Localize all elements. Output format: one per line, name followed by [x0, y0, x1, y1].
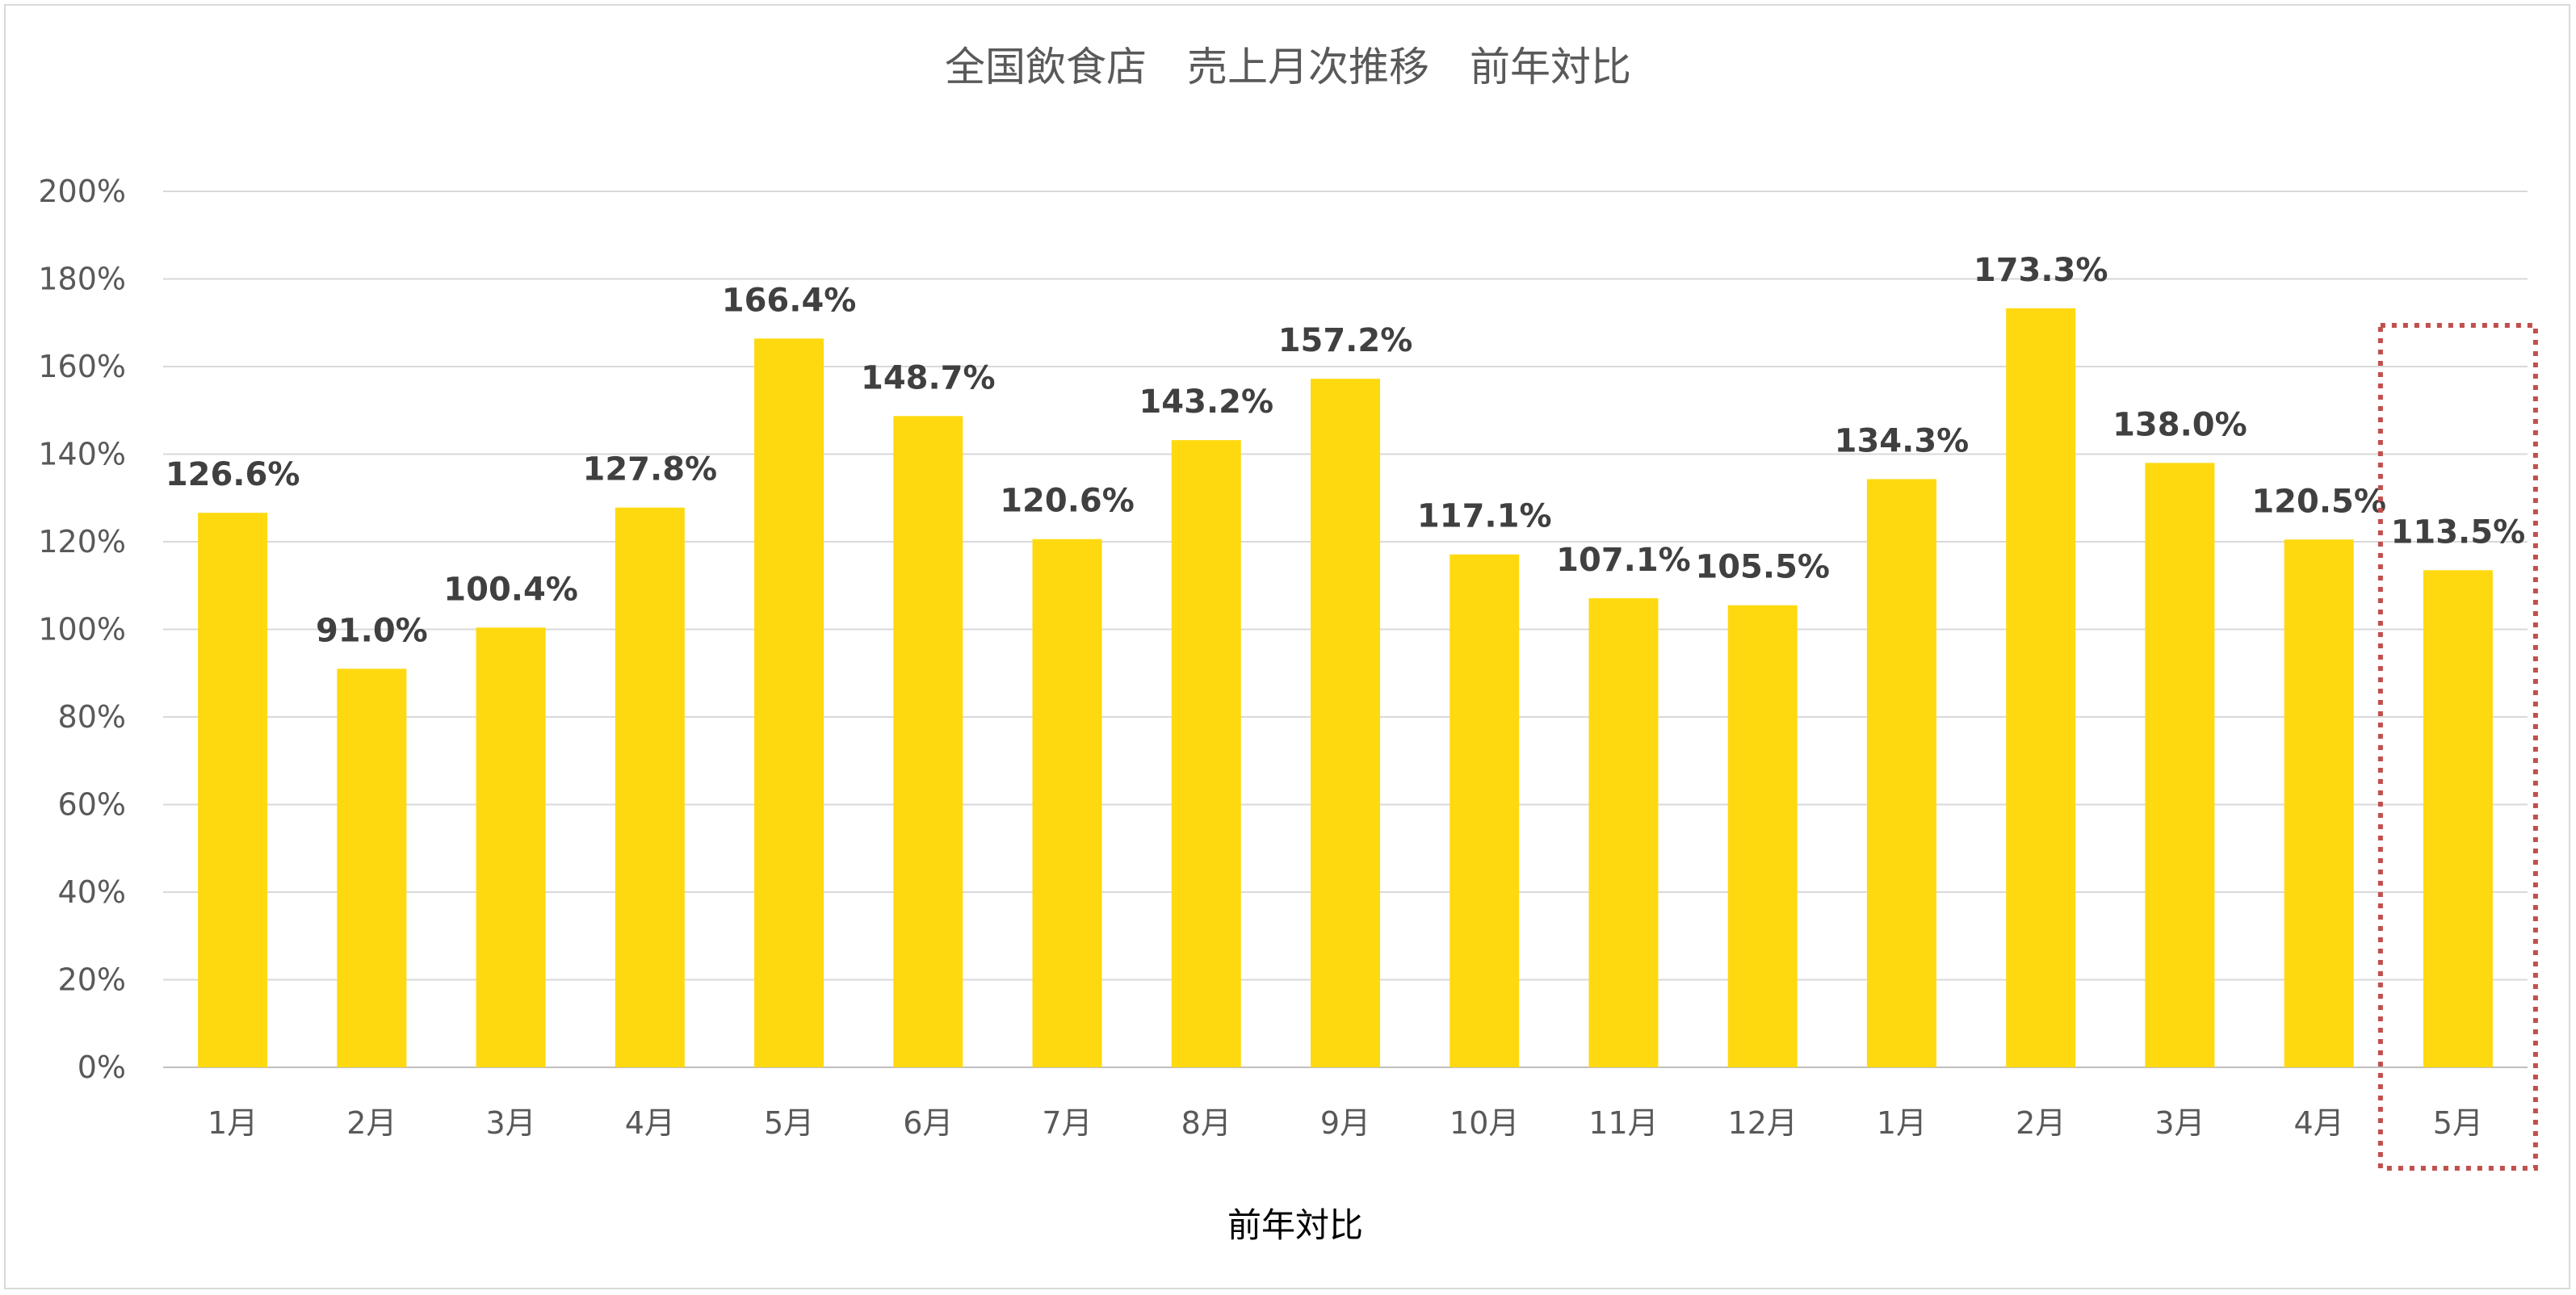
bar	[1311, 379, 1380, 1067]
bar	[2423, 570, 2493, 1067]
bar	[1171, 440, 1241, 1067]
bar	[615, 507, 685, 1067]
data-label: 126.6%	[166, 456, 300, 493]
y-axis-tick-labels: 0% 20% 40% 60% 80% 100% 120% 140% 160% 180% 200%	[38, 174, 126, 1085]
y-tick-label: 100%	[38, 612, 126, 648]
data-label: 148.7%	[861, 359, 996, 396]
x-tick-label: 1月	[208, 1105, 258, 1141]
bars	[198, 308, 2493, 1067]
data-label: 157.2%	[1278, 322, 1413, 359]
y-tick-label: 200%	[38, 174, 126, 209]
data-label: 143.2%	[1139, 383, 1273, 421]
x-tick-label: 5月	[764, 1105, 814, 1141]
data-label: 127.8%	[583, 451, 718, 488]
bar	[893, 416, 963, 1067]
bar	[1588, 597, 1659, 1067]
y-tick-label: 80%	[58, 699, 126, 735]
x-tick-label: 7月	[1042, 1105, 1092, 1141]
y-tick-label: 20%	[58, 962, 126, 998]
data-label: 113.5%	[2391, 513, 2526, 551]
bar	[337, 668, 407, 1067]
bar	[1450, 554, 1520, 1067]
data-label: 107.1%	[1556, 542, 1691, 579]
data-label: 120.6%	[1000, 483, 1135, 520]
highlight-box	[2377, 323, 2538, 1171]
x-tick-label: 11月	[1588, 1105, 1658, 1141]
x-tick-label: 4月	[2294, 1105, 2344, 1141]
bar	[2006, 308, 2076, 1067]
chart-title: 全国飲食店 売上月次推移 前年対比	[945, 44, 1631, 90]
y-tick-label: 120%	[38, 524, 126, 559]
y-tick-label: 0%	[78, 1050, 126, 1085]
x-axis-tick-labels: 1月 2月 3月 4月 5月 6月 7月 8月 9月 10月 11月 12月 1月 2月 3月 4月 5月	[208, 1105, 2483, 1141]
bar	[1032, 539, 1102, 1067]
x-tick-label: 6月	[903, 1105, 953, 1141]
y-tick-label: 60%	[58, 787, 126, 823]
x-tick-label: 10月	[1450, 1105, 1519, 1141]
bar	[1727, 605, 1798, 1067]
data-label: 105.5%	[1695, 549, 1830, 586]
y-tick-label: 160%	[38, 349, 126, 384]
data-label: 91.0%	[316, 612, 428, 649]
x-tick-label: 2月	[346, 1105, 396, 1141]
x-axis-title: 前年対比	[1227, 1205, 1363, 1245]
data-label: 100.4%	[443, 571, 578, 608]
x-tick-label: 4月	[625, 1105, 675, 1141]
x-tick-label: 8月	[1181, 1105, 1231, 1141]
bar	[2284, 539, 2354, 1067]
x-tick-label: 9月	[1320, 1105, 1370, 1141]
gridlines	[163, 191, 2528, 1068]
data-labels: 126.6% 91.0% 100.4% 127.8% 166.4% 148.7% 120.6…	[166, 252, 2525, 649]
x-tick-label: 3月	[2154, 1105, 2205, 1141]
data-label: 173.3%	[1974, 252, 2108, 289]
x-tick-label: 5月	[2433, 1105, 2483, 1141]
x-tick-label: 12月	[1728, 1105, 1798, 1141]
y-tick-label: 40%	[58, 874, 126, 910]
y-tick-label: 140%	[38, 437, 126, 472]
bar	[1866, 479, 1936, 1067]
x-tick-label: 2月	[2016, 1105, 2066, 1141]
x-tick-label: 3月	[485, 1105, 535, 1141]
bar	[2145, 463, 2215, 1067]
bar	[754, 338, 824, 1067]
data-label: 138.0%	[2112, 406, 2247, 443]
data-label: 117.1%	[1417, 498, 1552, 535]
x-tick-label: 1月	[1877, 1105, 1927, 1141]
data-label: 120.5%	[2251, 483, 2386, 520]
chart-border	[4, 4, 2570, 1289]
data-label: 134.3%	[1835, 422, 1970, 459]
data-label: 166.4%	[722, 282, 857, 319]
bar	[198, 513, 268, 1067]
y-tick-label: 180%	[38, 262, 126, 297]
bar	[476, 627, 546, 1067]
